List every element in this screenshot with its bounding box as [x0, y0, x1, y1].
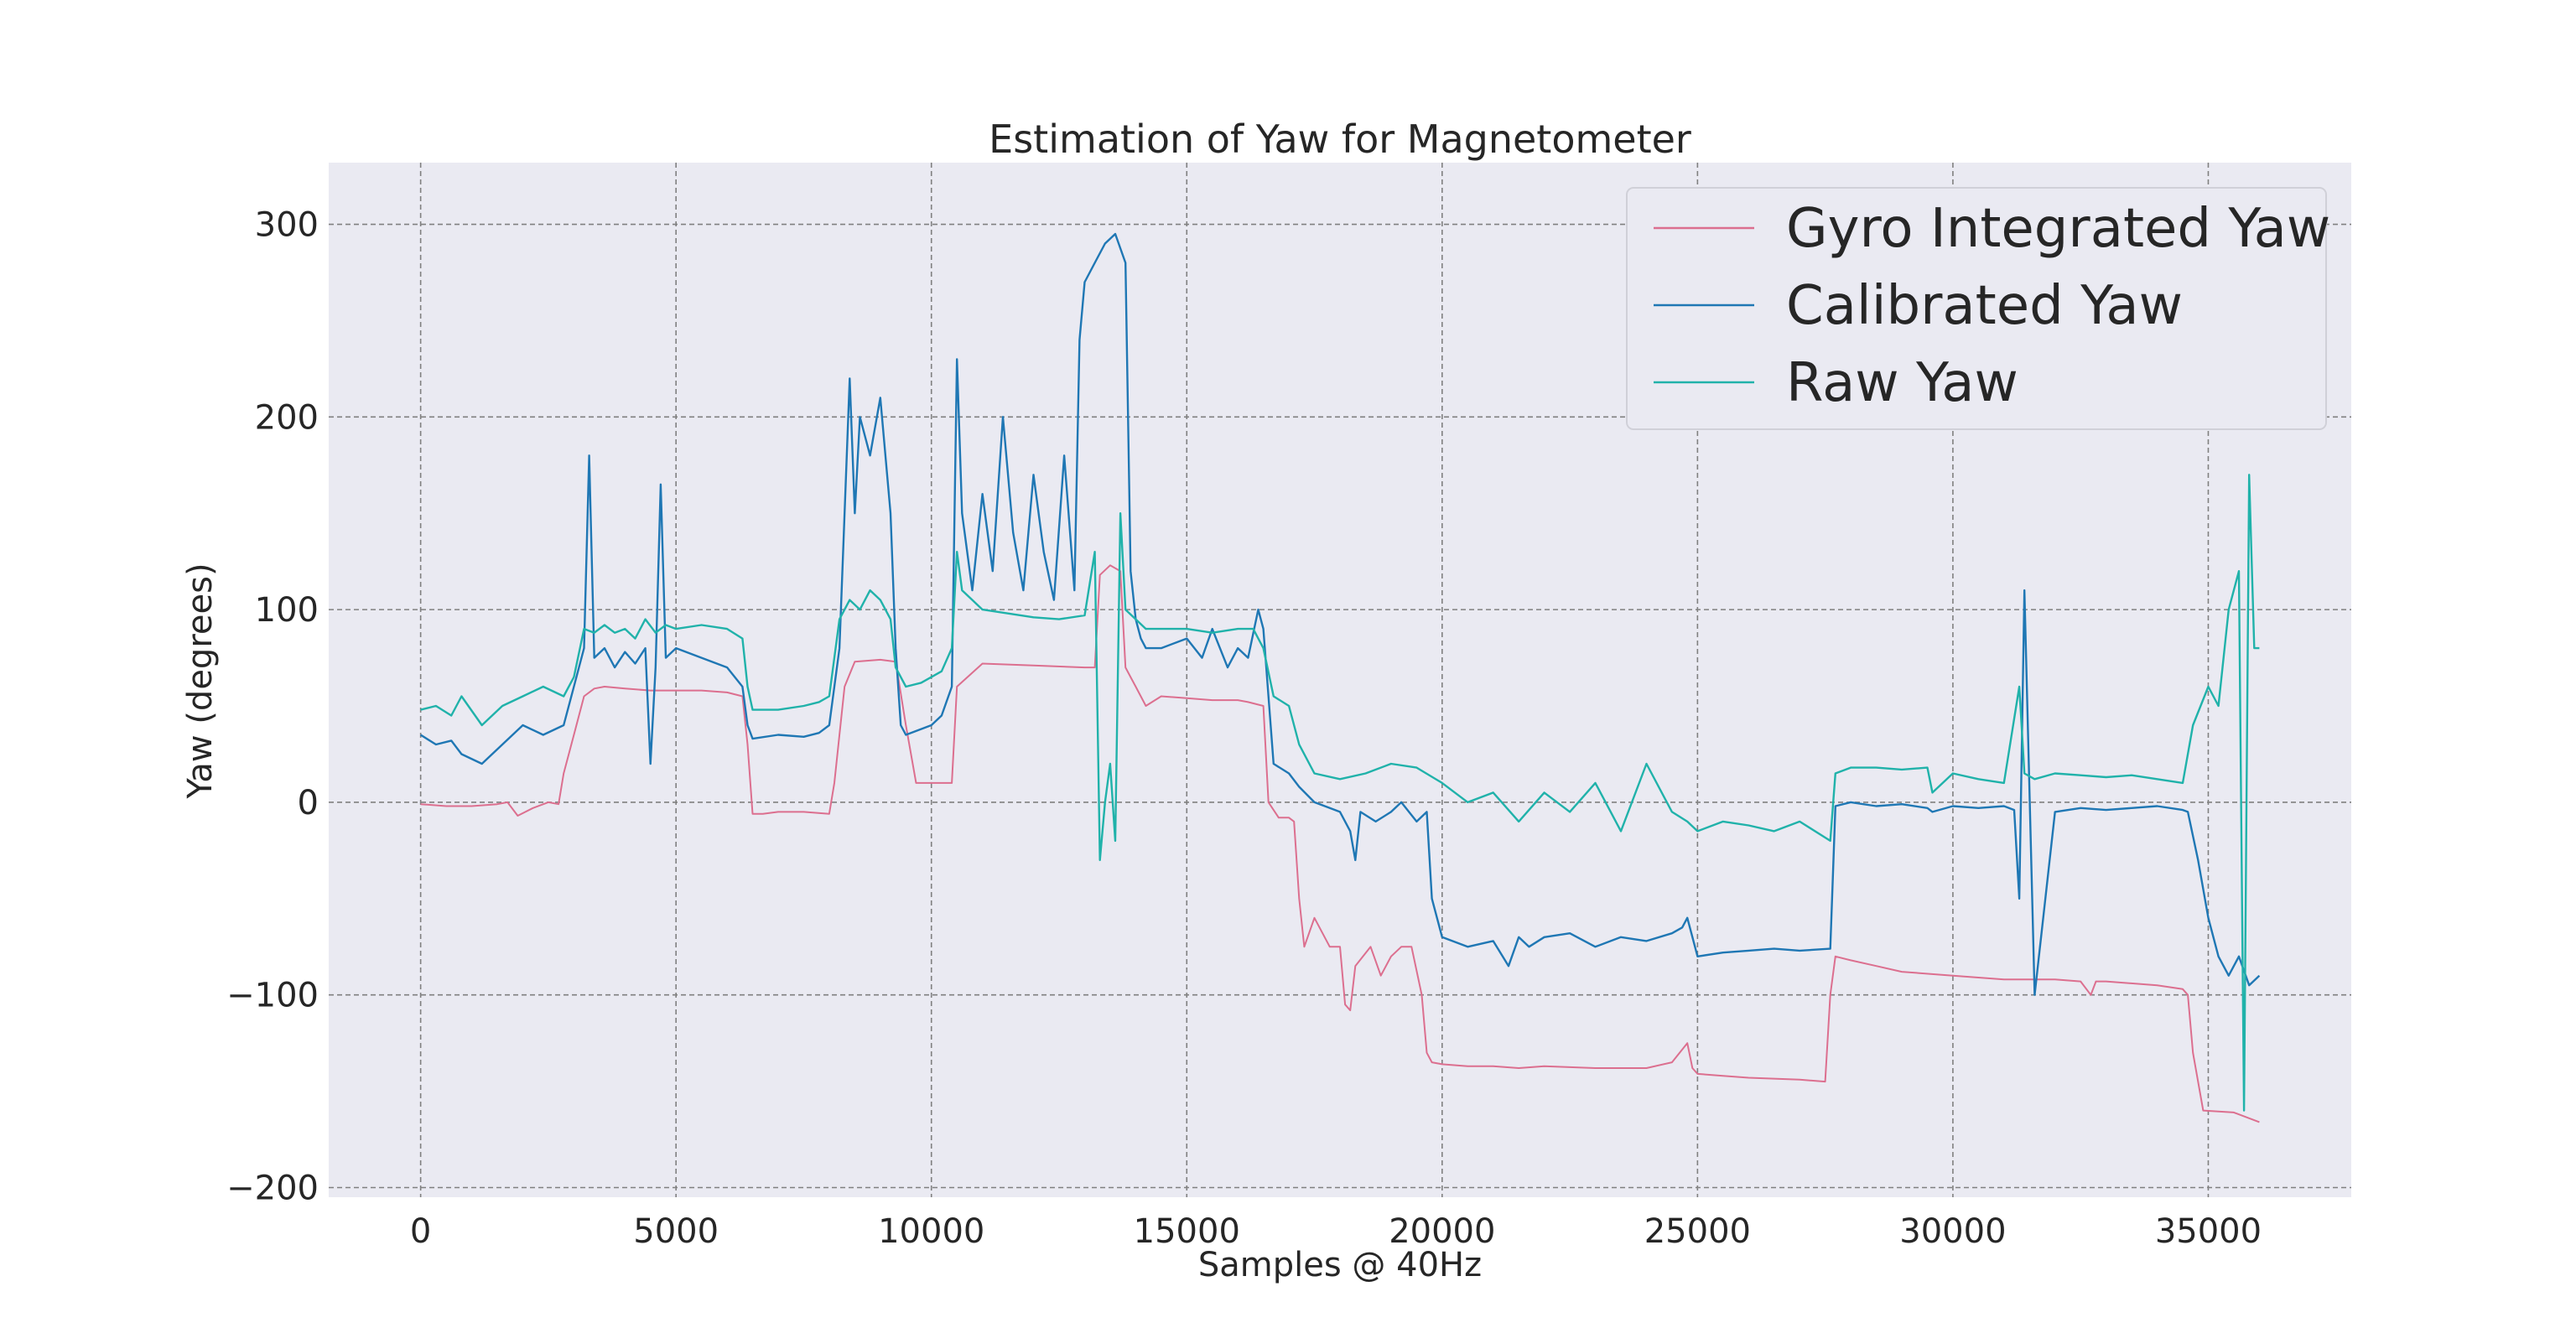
- legend-label: Raw Yaw: [1786, 352, 2018, 414]
- y-tick-label: 200: [255, 398, 319, 437]
- series-line-calibrated-yaw: [419, 232, 2261, 996]
- y-tick-label: −200: [226, 1170, 319, 1208]
- x-tick-label: 30000: [1899, 1212, 2006, 1251]
- y-tick-label: 0: [298, 784, 319, 822]
- series-line-gyro-integrated-yaw: [420, 564, 2260, 1123]
- series-line-raw-yaw: [420, 474, 2260, 1112]
- x-axis-label: Samples @ 40Hz: [1198, 1246, 1482, 1284]
- x-tick-label: 0: [410, 1212, 431, 1251]
- series-layer: [419, 232, 2261, 1123]
- x-tick-label: 20000: [1389, 1212, 1495, 1251]
- legend-label: Gyro Integrated Yaw: [1786, 198, 2330, 260]
- legend-label: Calibrated Yaw: [1786, 275, 2183, 337]
- chart-title: Estimation of Yaw for Magnetometer: [989, 117, 1691, 162]
- x-tick-label: 10000: [878, 1212, 984, 1251]
- x-tick-label: 25000: [1644, 1212, 1751, 1251]
- y-tick-label: 300: [255, 206, 319, 245]
- y-tick-labels: −200 −100 0 100 200 300: [226, 206, 319, 1208]
- x-tick-label: 15000: [1134, 1212, 1240, 1251]
- x-tick-label: 35000: [2155, 1212, 2262, 1251]
- x-tick-labels: 0 5000 10000 15000 20000 25000 30000 35000: [410, 1212, 2262, 1251]
- x-tick-label: 5000: [633, 1212, 719, 1251]
- y-tick-label: −100: [226, 977, 319, 1015]
- y-axis-label: Yaw (degrees): [181, 563, 220, 799]
- legend-box: [1626, 187, 2327, 430]
- y-tick-label: 100: [255, 591, 319, 630]
- legend: Gyro Integrated Yaw Calibrated Yaw Raw Yaw: [1626, 187, 2330, 430]
